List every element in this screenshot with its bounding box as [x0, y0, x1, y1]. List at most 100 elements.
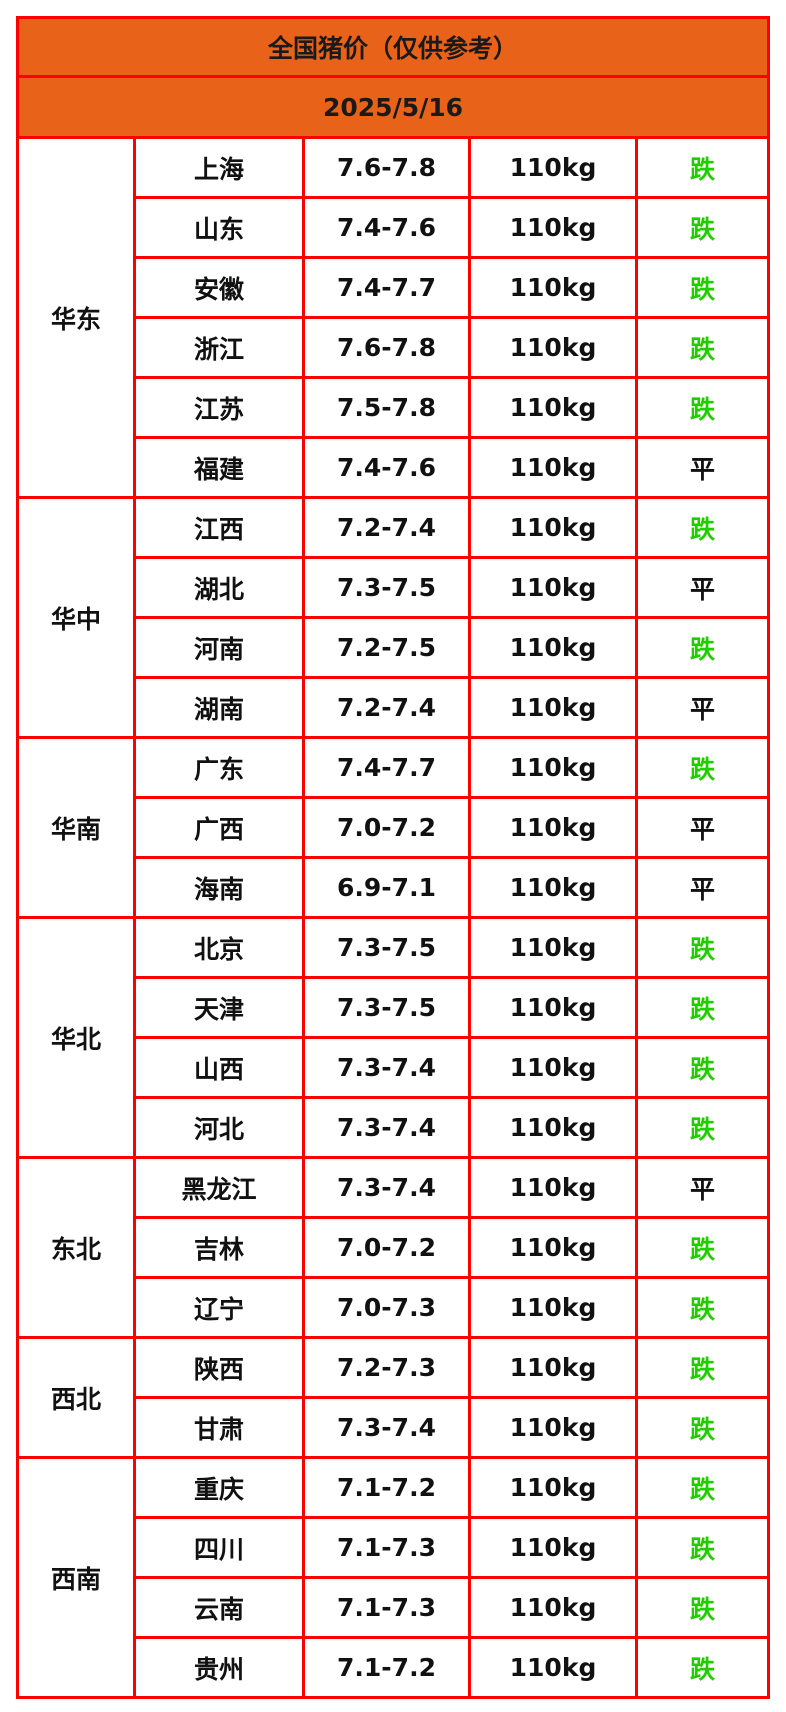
trend-cell: 跌 [635, 1336, 770, 1399]
trend-cell: 跌 [635, 976, 770, 1039]
weight-cell: 110kg [468, 136, 638, 199]
trend-cell: 跌 [635, 136, 770, 199]
weight-cell: 110kg [468, 436, 638, 499]
weight-cell: 110kg [468, 376, 638, 439]
trend-cell: 跌 [635, 736, 770, 799]
price-cell: 7.4-7.6 [302, 196, 471, 259]
trend-cell: 跌 [635, 1396, 770, 1459]
weight-cell: 110kg [468, 1576, 638, 1639]
price-cell: 7.1-7.2 [302, 1456, 471, 1519]
price-cell: 7.6-7.8 [302, 316, 471, 379]
province-cell: 甘肃 [133, 1396, 305, 1459]
table-row: 江苏 7.5-7.8 110kg 跌 [18, 376, 770, 439]
table-row: 山东 7.4-7.6 110kg 跌 [18, 196, 770, 259]
province-cell: 吉林 [133, 1216, 305, 1279]
province-cell: 河南 [133, 616, 305, 679]
price-cell: 6.9-7.1 [302, 856, 471, 919]
region-cell: 东北 [16, 1156, 136, 1339]
province-cell: 广东 [133, 736, 305, 799]
weight-cell: 110kg [468, 1156, 638, 1219]
trend-cell: 跌 [635, 1036, 770, 1099]
province-cell: 云南 [133, 1576, 305, 1639]
weight-cell: 110kg [468, 1336, 638, 1399]
table-row: 天津 7.3-7.5 110kg 跌 [18, 976, 770, 1039]
trend-cell: 跌 [635, 496, 770, 559]
region-cell: 西南 [16, 1456, 136, 1699]
price-cell: 7.3-7.5 [302, 976, 471, 1039]
region-cell: 华南 [16, 736, 136, 919]
trend-cell: 平 [635, 796, 770, 859]
province-cell: 北京 [133, 916, 305, 979]
table-row: 华中 江西 7.2-7.4 110kg 跌 [16, 496, 770, 739]
weight-cell: 110kg [468, 976, 638, 1039]
table-row: 华北 北京 7.3-7.5 110kg 跌 [16, 916, 770, 1159]
table-row: 华南 广东 7.4-7.7 110kg 跌 [16, 736, 770, 919]
province-cell: 天津 [133, 976, 305, 1039]
province-cell: 江苏 [133, 376, 305, 439]
weight-cell: 110kg [468, 856, 638, 919]
price-cell: 7.3-7.4 [302, 1036, 471, 1099]
province-cell: 辽宁 [133, 1276, 305, 1339]
table-row: 广西 7.0-7.2 110kg 平 [18, 796, 770, 859]
price-cell: 7.3-7.4 [302, 1396, 471, 1459]
table-row: 贵州 7.1-7.2 110kg 跌 [18, 1636, 770, 1699]
table-row: 甘肃 7.3-7.4 110kg 跌 [18, 1396, 770, 1459]
province-cell: 山东 [133, 196, 305, 259]
price-cell: 7.2-7.5 [302, 616, 471, 679]
table-row: 华东 上海 7.6-7.8 110kg 跌 [16, 136, 770, 499]
province-cell: 陕西 [133, 1336, 305, 1399]
weight-cell: 110kg [468, 1216, 638, 1279]
trend-cell: 跌 [635, 1456, 770, 1519]
table-date: 2025/5/16 [16, 75, 770, 139]
weight-cell: 110kg [468, 1036, 638, 1099]
province-cell: 湖北 [133, 556, 305, 619]
weight-cell: 110kg [468, 736, 638, 799]
price-cell: 7.3-7.4 [302, 1096, 471, 1159]
price-cell: 7.1-7.2 [302, 1636, 471, 1699]
price-cell: 7.2-7.4 [302, 676, 471, 739]
table-row: 福建 7.4-7.6 110kg 平 [18, 436, 770, 499]
table-row: 西南 重庆 7.1-7.2 110kg 跌 [16, 1456, 770, 1699]
province-cell: 黑龙江 [133, 1156, 305, 1219]
trend-cell: 跌 [635, 1516, 770, 1579]
price-cell: 7.4-7.6 [302, 436, 471, 499]
trend-cell: 跌 [635, 256, 770, 319]
province-cell: 上海 [133, 136, 305, 199]
table-row: 云南 7.1-7.3 110kg 跌 [18, 1576, 770, 1639]
trend-cell: 跌 [635, 196, 770, 259]
table-row: 安徽 7.4-7.7 110kg 跌 [18, 256, 770, 319]
table-row: 湖南 7.2-7.4 110kg 平 [18, 676, 770, 739]
price-cell: 7.5-7.8 [302, 376, 471, 439]
table-row: 辽宁 7.0-7.3 110kg 跌 [18, 1276, 770, 1339]
province-cell: 浙江 [133, 316, 305, 379]
weight-cell: 110kg [468, 496, 638, 559]
trend-cell: 跌 [635, 1096, 770, 1159]
table-row: 浙江 7.6-7.8 110kg 跌 [18, 316, 770, 379]
trend-cell: 平 [635, 556, 770, 619]
price-cell: 7.2-7.4 [302, 496, 471, 559]
weight-cell: 110kg [468, 316, 638, 379]
province-cell: 河北 [133, 1096, 305, 1159]
trend-cell: 跌 [635, 316, 770, 379]
province-cell: 安徽 [133, 256, 305, 319]
weight-cell: 110kg [468, 1276, 638, 1339]
weight-cell: 110kg [468, 796, 638, 859]
trend-cell: 平 [635, 1156, 770, 1219]
table-row: 四川 7.1-7.3 110kg 跌 [18, 1516, 770, 1579]
price-cell: 7.6-7.8 [302, 136, 471, 199]
province-cell: 福建 [133, 436, 305, 499]
table-row: 湖北 7.3-7.5 110kg 平 [18, 556, 770, 619]
weight-cell: 110kg [468, 196, 638, 259]
table-row: 山西 7.3-7.4 110kg 跌 [18, 1036, 770, 1099]
weight-cell: 110kg [468, 1396, 638, 1459]
table-row: 吉林 7.0-7.2 110kg 跌 [18, 1216, 770, 1279]
region-cell: 西北 [16, 1336, 136, 1459]
weight-cell: 110kg [468, 1636, 638, 1699]
weight-cell: 110kg [468, 1096, 638, 1159]
weight-cell: 110kg [468, 1456, 638, 1519]
price-cell: 7.4-7.7 [302, 736, 471, 799]
weight-cell: 110kg [468, 676, 638, 739]
trend-cell: 跌 [635, 1216, 770, 1279]
table-row: 东北 黑龙江 7.3-7.4 110kg 平 [16, 1156, 770, 1339]
trend-cell: 跌 [635, 1276, 770, 1339]
